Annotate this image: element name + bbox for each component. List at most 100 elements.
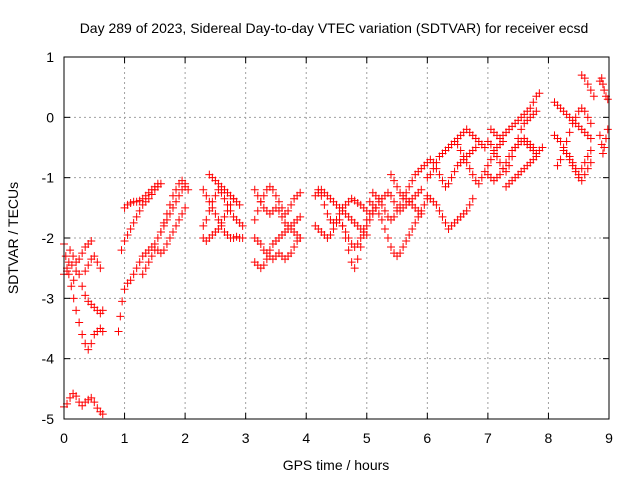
data-point bbox=[132, 212, 141, 221]
data-point bbox=[87, 393, 96, 402]
x-tick-label: 3 bbox=[242, 430, 250, 446]
data-point bbox=[162, 209, 171, 218]
data-point bbox=[589, 92, 598, 101]
data-point bbox=[417, 185, 426, 194]
data-point bbox=[169, 227, 177, 236]
x-tick-label: 5 bbox=[363, 430, 371, 446]
data-point bbox=[72, 392, 81, 401]
y-tick-label: -3 bbox=[42, 290, 55, 306]
data-point bbox=[396, 200, 405, 209]
data-point bbox=[253, 206, 262, 215]
data-point bbox=[126, 224, 135, 233]
data-point bbox=[208, 203, 217, 212]
x-tick-label: 8 bbox=[545, 430, 553, 446]
data-point bbox=[586, 119, 595, 128]
data-point bbox=[274, 197, 283, 206]
data-point bbox=[214, 224, 223, 233]
data-point bbox=[199, 221, 208, 230]
data-point bbox=[172, 185, 181, 194]
data-point bbox=[172, 197, 181, 206]
data-point bbox=[568, 119, 577, 128]
data-point bbox=[387, 243, 395, 252]
data-point bbox=[435, 206, 444, 215]
data-point bbox=[499, 164, 508, 173]
x-tick-label: 2 bbox=[181, 430, 189, 446]
data-point bbox=[553, 161, 562, 170]
data-point bbox=[169, 191, 177, 200]
y-axis-label: SDTVAR / TECUs bbox=[5, 182, 21, 294]
data-point bbox=[153, 234, 162, 242]
data-point bbox=[135, 206, 144, 215]
data-point bbox=[98, 306, 107, 315]
data-point bbox=[81, 267, 90, 276]
data-point bbox=[184, 185, 193, 194]
data-point bbox=[595, 131, 604, 140]
data-point bbox=[75, 318, 84, 327]
data-point bbox=[181, 203, 190, 212]
data-point bbox=[517, 125, 526, 134]
data-point bbox=[165, 234, 174, 242]
data-point bbox=[271, 191, 280, 200]
data-point bbox=[405, 230, 414, 239]
data-point bbox=[353, 240, 362, 249]
data-point bbox=[296, 212, 305, 221]
data-point bbox=[486, 155, 495, 164]
data-point bbox=[175, 215, 184, 224]
data-point bbox=[468, 170, 477, 179]
data-point bbox=[314, 185, 323, 194]
data-point bbox=[402, 237, 411, 246]
data-point bbox=[583, 80, 592, 89]
data-point bbox=[387, 191, 395, 200]
data-point bbox=[468, 194, 477, 203]
data-point bbox=[483, 161, 492, 170]
data-point bbox=[532, 107, 541, 116]
data-point bbox=[462, 158, 471, 167]
data-point bbox=[471, 143, 480, 152]
data-point bbox=[118, 297, 127, 306]
y-tick-label: -1 bbox=[42, 170, 55, 186]
data-point bbox=[390, 197, 399, 206]
data-point bbox=[529, 98, 538, 107]
data-point bbox=[583, 113, 592, 122]
data-point bbox=[586, 146, 595, 155]
data-point bbox=[356, 234, 365, 242]
data-point bbox=[172, 221, 181, 230]
data-point bbox=[450, 167, 459, 176]
data-point bbox=[78, 282, 87, 291]
data-point bbox=[116, 312, 125, 321]
data-point bbox=[159, 218, 168, 227]
data-point bbox=[538, 143, 547, 152]
data-point bbox=[353, 255, 362, 264]
data-point bbox=[87, 339, 96, 348]
data-point bbox=[69, 276, 78, 285]
data-point bbox=[377, 200, 386, 209]
data-point bbox=[580, 107, 589, 116]
data-point bbox=[296, 234, 305, 242]
data-point bbox=[120, 285, 129, 294]
data-point bbox=[600, 86, 609, 95]
data-point bbox=[380, 224, 389, 233]
data-point bbox=[98, 410, 107, 419]
data-point bbox=[399, 243, 408, 252]
data-point bbox=[223, 206, 232, 215]
data-point bbox=[438, 176, 447, 185]
data-point bbox=[459, 152, 468, 161]
data-point bbox=[259, 191, 268, 200]
data-point bbox=[220, 194, 229, 203]
data-point bbox=[390, 212, 399, 221]
data-point bbox=[568, 158, 577, 167]
data-point bbox=[441, 218, 450, 227]
data-point bbox=[396, 249, 405, 258]
data-point bbox=[256, 240, 265, 249]
y-tick-label: -4 bbox=[42, 351, 55, 367]
data-point bbox=[598, 149, 607, 158]
data-point bbox=[229, 194, 238, 203]
data-point bbox=[365, 215, 374, 224]
data-point bbox=[72, 306, 81, 315]
data-point bbox=[480, 143, 489, 152]
data-point bbox=[235, 200, 244, 209]
data-point bbox=[597, 74, 606, 83]
data-point bbox=[123, 230, 132, 239]
data-point bbox=[505, 152, 514, 161]
